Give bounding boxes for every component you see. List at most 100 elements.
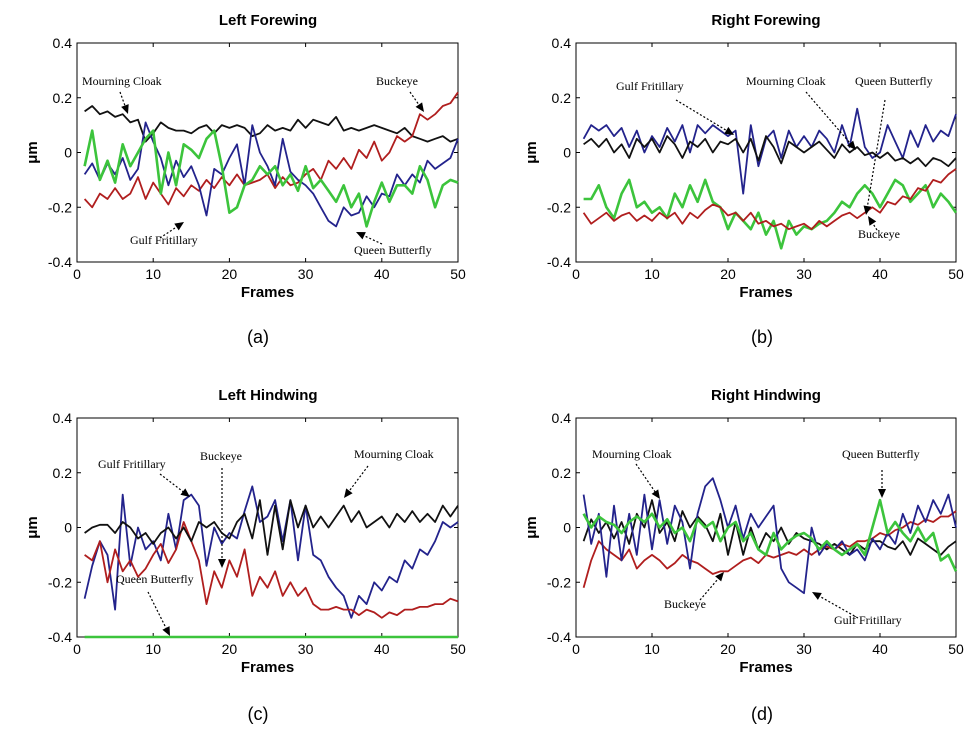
series-line-queen-butterfly bbox=[582, 498, 958, 572]
series-line-mourning-cloak bbox=[84, 499, 459, 556]
series-line-mourning-cloak bbox=[84, 105, 459, 143]
x-tick-label: 50 bbox=[450, 266, 466, 282]
y-tick-label: 0.2 bbox=[552, 90, 572, 106]
x-tick-label: 20 bbox=[222, 266, 238, 282]
annotation-arrow bbox=[347, 465, 369, 494]
annotation-label: Queen Butterfly bbox=[354, 243, 432, 257]
chart-title: Left Hindwing bbox=[218, 387, 317, 404]
x-tick-label: 40 bbox=[374, 266, 390, 282]
annotation-label: Mourning Cloak bbox=[746, 74, 826, 88]
x-tick-label: 10 bbox=[145, 266, 161, 282]
annotation-arrowhead bbox=[344, 488, 353, 498]
x-tick-label: 30 bbox=[796, 641, 812, 657]
annotation-label: Mourning Cloak bbox=[354, 447, 434, 461]
series-line-mourning-cloak bbox=[582, 499, 957, 556]
x-axis-label: Frames bbox=[739, 659, 792, 676]
annotation-arrowhead bbox=[878, 489, 886, 498]
annotation-arrowhead bbox=[724, 126, 734, 135]
y-tick-label: -0.2 bbox=[48, 574, 72, 590]
x-axis-label: Frames bbox=[739, 284, 792, 301]
series-line-queen-butterfly bbox=[583, 178, 958, 250]
x-axis-label: Frames bbox=[241, 284, 294, 301]
y-tick-label: 0.2 bbox=[552, 465, 572, 481]
y-tick-label: 0 bbox=[563, 145, 571, 161]
panel-4: 0 10 20 30 40 50 0.4 0.2 0 -0.2 -0.4 Right Hindwing… bbox=[523, 387, 964, 724]
annotation-label: Gulf Fritillary bbox=[616, 79, 684, 93]
x-tick-label: 10 bbox=[644, 641, 660, 657]
panel-label: (d) bbox=[751, 704, 773, 724]
x-tick-label: 40 bbox=[872, 641, 888, 657]
series-line-gulf-fritillary bbox=[582, 107, 957, 195]
annotation-arrowhead bbox=[162, 626, 170, 636]
y-tick-label: 0.2 bbox=[53, 465, 73, 481]
annotation-label: Mourning Cloak bbox=[592, 447, 672, 461]
annotation-label: Gulf Fritillary bbox=[834, 613, 902, 627]
x-tick-label: 20 bbox=[720, 641, 736, 657]
panel-label: (a) bbox=[247, 327, 269, 347]
panel-3: 0 10 20 30 40 50 0.4 0.2 0 -0.2 -0.4 Left Hindwing F… bbox=[24, 387, 466, 724]
x-tick-label: 20 bbox=[222, 641, 238, 657]
annotation-arrowhead bbox=[174, 222, 184, 231]
series-line-gulf-fritillary bbox=[83, 121, 459, 228]
x-tick-label: 30 bbox=[298, 641, 314, 657]
annotation-arrowhead bbox=[415, 102, 424, 112]
annotation-arrowhead bbox=[121, 104, 129, 114]
annotation-label: Queen Butterfly bbox=[842, 447, 920, 461]
chart-title: Left Forewing bbox=[219, 12, 317, 29]
y-tick-label: 0 bbox=[563, 520, 571, 536]
annotation-arrowhead bbox=[812, 592, 822, 600]
chart-title: Right Hindwing bbox=[711, 387, 821, 404]
annotation-arrowhead bbox=[218, 559, 226, 568]
annotation-arrow bbox=[119, 91, 127, 109]
plot-frame bbox=[575, 42, 957, 263]
y-axis-label: μm bbox=[24, 516, 41, 539]
y-tick-label: -0.2 bbox=[48, 199, 72, 215]
annotation-label: Gulf Fritillary bbox=[130, 233, 198, 247]
y-tick-label: -0.4 bbox=[547, 629, 571, 645]
annotation-arrow bbox=[409, 91, 422, 108]
x-tick-label: 10 bbox=[644, 266, 660, 282]
y-axis-label: μm bbox=[523, 141, 540, 164]
annotation-label: Queen Butterfly bbox=[855, 74, 933, 88]
annotation-label: Buckeye bbox=[858, 227, 900, 241]
plot-frame bbox=[76, 417, 459, 638]
annotation-arrowhead bbox=[868, 216, 877, 226]
x-tick-label: 50 bbox=[450, 641, 466, 657]
annotation-arrowhead bbox=[356, 232, 366, 240]
x-tick-label: 0 bbox=[572, 266, 580, 282]
annotation-label: Gulf Fritillary bbox=[98, 457, 166, 471]
annotation-arrow bbox=[699, 576, 721, 601]
x-tick-label: 0 bbox=[73, 266, 81, 282]
y-axis-label: μm bbox=[523, 516, 540, 539]
x-tick-label: 30 bbox=[796, 266, 812, 282]
y-axis-label: μm bbox=[24, 141, 41, 164]
y-tick-label: 0.2 bbox=[53, 90, 73, 106]
y-tick-label: 0.4 bbox=[53, 35, 73, 51]
x-tick-label: 30 bbox=[298, 266, 314, 282]
series-line-mourning-cloak bbox=[583, 135, 957, 168]
y-tick-label: 0 bbox=[64, 520, 72, 536]
series-line-buckeye bbox=[582, 510, 957, 588]
annotation-arrow bbox=[147, 591, 168, 631]
annotation-arrowhead bbox=[847, 140, 856, 150]
panel-label: (c) bbox=[248, 704, 269, 724]
x-tick-label: 40 bbox=[374, 641, 390, 657]
annotation-arrowhead bbox=[715, 572, 724, 582]
annotation-label: Queen Butterfly bbox=[116, 572, 194, 586]
annotation-label: Buckeye bbox=[376, 74, 418, 88]
x-tick-label: 0 bbox=[73, 641, 81, 657]
y-tick-label: -0.2 bbox=[547, 574, 571, 590]
x-axis-label: Frames bbox=[241, 659, 294, 676]
series-line-buckeye bbox=[84, 521, 459, 619]
annotation-arrowhead bbox=[180, 488, 190, 497]
series-line-buckeye bbox=[83, 91, 459, 209]
x-tick-label: 0 bbox=[572, 641, 580, 657]
series-line-gulf-fritillary bbox=[83, 485, 459, 619]
chart-title: Right Forewing bbox=[711, 12, 820, 29]
y-tick-label: 0.4 bbox=[552, 410, 572, 426]
annotation-arrowhead bbox=[651, 489, 660, 499]
x-tick-label: 20 bbox=[720, 266, 736, 282]
annotation-label: Buckeye bbox=[664, 597, 706, 611]
y-tick-label: -0.2 bbox=[547, 199, 571, 215]
